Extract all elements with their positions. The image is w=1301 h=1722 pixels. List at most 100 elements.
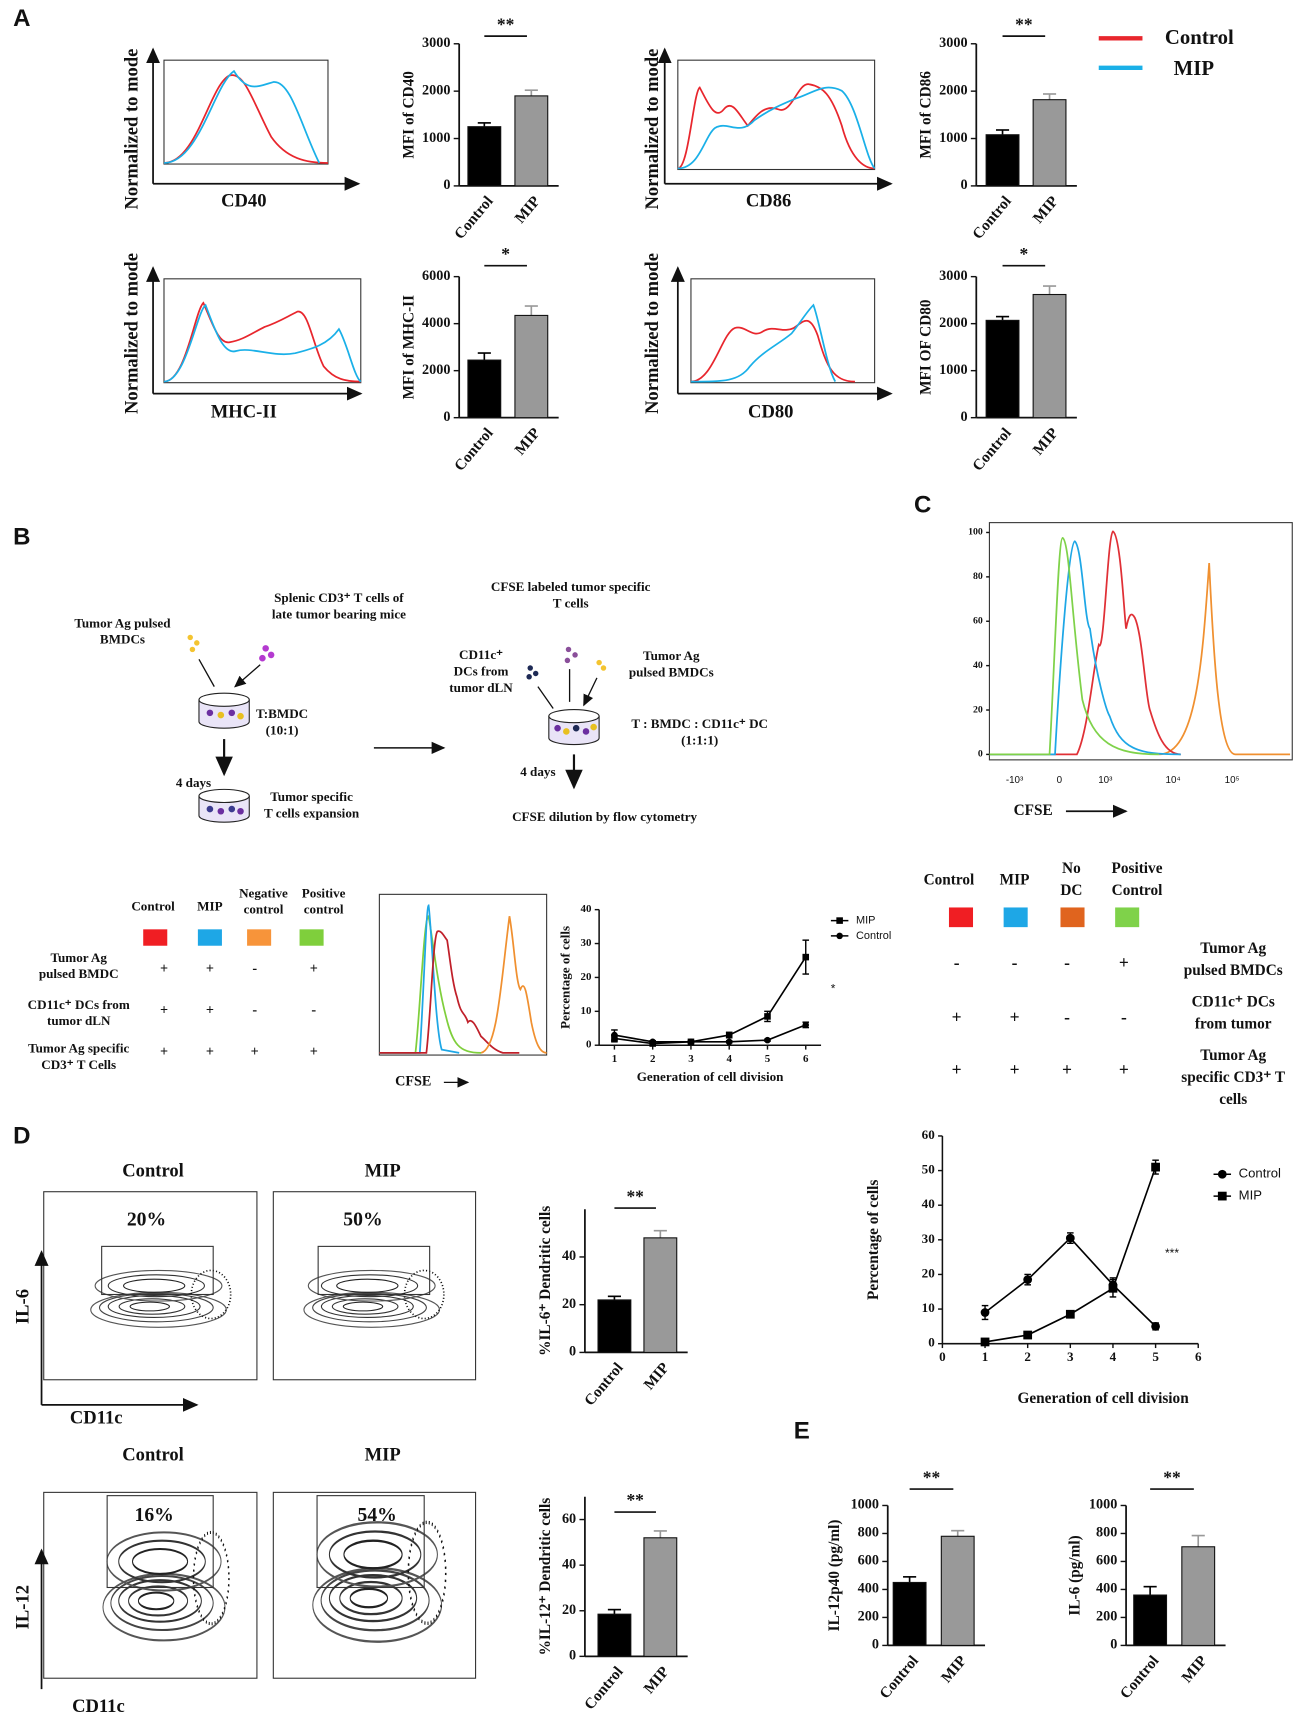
bar: [643, 1537, 678, 1657]
x-tick-label: MIP: [641, 1359, 673, 1393]
table-cells: + + - + + + - - + + + +: [160, 961, 318, 1060]
gate-percent: 16%: [134, 1504, 173, 1526]
table-cell: -: [252, 1003, 257, 1019]
dish: [198, 692, 250, 729]
arrow: [537, 669, 598, 708]
y-tick-label: 40: [973, 660, 983, 671]
line: CD11c⁺: [459, 647, 503, 662]
x-axis-label: Generation of cell division: [637, 1069, 784, 1084]
marker: [1108, 1283, 1118, 1293]
table-cell: +: [160, 961, 168, 977]
color-swatch: [197, 929, 222, 946]
series-line: [614, 1024, 807, 1043]
curve: [163, 301, 361, 383]
y-tick-label: 0: [569, 1344, 576, 1360]
histogram-curves: [690, 303, 855, 383]
bar: [985, 134, 1020, 187]
y-tick-label: 20: [562, 1602, 576, 1618]
marker: [1023, 1330, 1033, 1340]
line: Positive: [302, 885, 346, 900]
y-axis-label: IL-12: [12, 1585, 33, 1629]
marker: [611, 1031, 618, 1039]
histogram-curves: [163, 301, 362, 383]
table-cell: +: [1010, 1059, 1020, 1079]
bar-chart: 0 2000 4000 6000 Control MIP * MFI of MHC-II: [400, 244, 559, 475]
x-tick-label: Control: [876, 1652, 922, 1702]
gate-percent: 50%: [343, 1209, 382, 1231]
color-swatch: [247, 929, 272, 946]
table-cell: +: [160, 1003, 168, 1019]
x-tick-label: 4: [1110, 1349, 1117, 1364]
y-tick-label: 30: [581, 937, 592, 949]
x-tick-label: Control: [969, 425, 1015, 475]
bar: [1181, 1546, 1216, 1646]
plot-title: MIP: [365, 1160, 401, 1181]
significance: **: [626, 1490, 644, 1510]
series-line: [614, 956, 807, 1045]
line: T : BMDC : CD11c⁺ DC: [631, 716, 768, 731]
y-tick-label: 20: [562, 1296, 576, 1312]
y-tick-label: 0: [960, 409, 967, 425]
legend-marker: [1217, 1191, 1227, 1201]
x-tick-label: 2: [1024, 1349, 1031, 1364]
line: DC: [1060, 882, 1082, 899]
bar: [643, 1237, 678, 1353]
line: No: [1062, 860, 1081, 877]
bar: [1032, 293, 1067, 419]
x-tick-label: 0: [1057, 775, 1063, 786]
line: Tumor Ag: [50, 950, 107, 965]
x-tick-label: 3: [1067, 1349, 1074, 1364]
panel-label: C: [914, 492, 931, 519]
table-cell: -: [311, 1003, 316, 1019]
line: control: [304, 902, 344, 917]
table-cell: +: [206, 961, 214, 977]
y-tick-label: 800: [1096, 1525, 1117, 1541]
column-header: Positive Control: [1112, 860, 1163, 899]
y-tick-label: 200: [858, 1609, 879, 1625]
x-tick-label: 5: [765, 1053, 771, 1065]
legend-label: MIP: [856, 914, 875, 926]
x-tick-label: Control: [451, 425, 497, 475]
line: pulsed BMDCs: [629, 665, 714, 680]
x-tick-label: 2: [650, 1053, 655, 1065]
table-c: Control MIP No DC Positive Control Tumor A…: [924, 860, 1286, 1108]
legend-label: MIP: [1174, 57, 1215, 80]
bar: [985, 319, 1020, 419]
line: Tumor Ag: [1200, 1047, 1266, 1064]
legend: Control MIP: [1098, 26, 1234, 80]
y-tick-label: 20: [922, 1265, 936, 1280]
color-swatch: [948, 907, 974, 928]
y-tick-label: 1000: [422, 130, 450, 146]
diagram-label: Splenic CD3⁺ T cells of late tumor bearin…: [272, 590, 406, 621]
line: DCs from: [454, 663, 509, 678]
flow-axis: 0 20 40 60 80 100 -10³ 0 10³ 10⁴ 10⁵: [968, 527, 1240, 787]
bar: [597, 1299, 632, 1353]
table-b: Control MIP Negative control Positive cont…: [28, 885, 346, 1072]
marker: [1065, 1309, 1075, 1319]
y-tick-label: 1000: [939, 130, 967, 146]
x-tick-label: 10⁵: [1225, 775, 1240, 786]
y-tick-label: 60: [973, 615, 983, 626]
marker: [980, 1308, 990, 1317]
bar: [892, 1581, 927, 1646]
bar: [597, 1613, 632, 1657]
significance: **: [1163, 1467, 1181, 1487]
marker: [1065, 1233, 1075, 1243]
x-tick-label: MIP: [512, 193, 544, 227]
column-header: Positive control: [302, 885, 346, 916]
significance: **: [626, 1186, 644, 1206]
y-axis-label: Normalized to mode: [642, 253, 663, 414]
dish: [198, 788, 250, 823]
y-tick-label: 30: [922, 1231, 936, 1246]
line: BMDCs: [100, 632, 145, 647]
curve: [163, 69, 321, 164]
diagram-label: CD11c⁺ DCs from tumor dLN: [449, 647, 513, 695]
significance: **: [1015, 14, 1033, 34]
y-tick-label: 4000: [422, 315, 450, 331]
row-header: Tumor Ag pulsed BMDC: [39, 950, 119, 981]
contour: [303, 1269, 445, 1329]
table-cell: +: [1062, 1059, 1072, 1079]
gate: [101, 1245, 214, 1296]
bar-chart: 0 20 40 Control MIP ** %IL-6⁺ Dendritic cells: [537, 1186, 688, 1409]
